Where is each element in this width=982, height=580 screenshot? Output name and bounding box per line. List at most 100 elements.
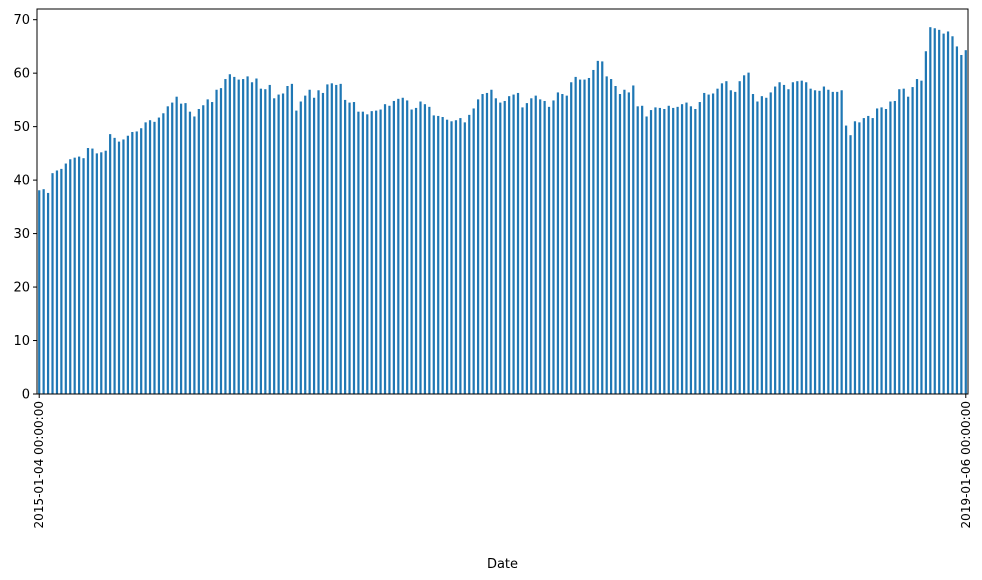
bar (960, 54, 963, 395)
bar (787, 89, 790, 395)
bar (561, 94, 564, 395)
bar (867, 115, 870, 394)
bar (503, 100, 506, 394)
bar (410, 109, 413, 394)
bar (951, 36, 954, 395)
bar (441, 117, 444, 394)
bar (494, 98, 497, 395)
bar (765, 97, 768, 394)
bar (929, 27, 932, 395)
bar (583, 79, 586, 394)
bar (729, 90, 732, 394)
bar (596, 60, 599, 395)
bar (796, 81, 799, 394)
bar (42, 189, 45, 394)
bar (273, 98, 276, 395)
bar (880, 107, 883, 394)
bar (78, 156, 81, 394)
bar (547, 106, 551, 394)
bar (756, 101, 759, 394)
bar (242, 79, 245, 395)
bar (162, 113, 165, 395)
bar (46, 192, 50, 394)
bar (942, 33, 945, 394)
x-tick-label: 2015-01-04 00:00:00 (32, 401, 46, 528)
bar (645, 116, 648, 394)
bar (827, 89, 830, 395)
bar (268, 84, 271, 395)
bar (605, 76, 608, 395)
bar (840, 90, 843, 394)
y-tick-label: 50 (13, 120, 30, 135)
bar (295, 110, 298, 394)
bar (454, 120, 458, 394)
bar (308, 89, 311, 395)
bar (654, 107, 657, 394)
bar (614, 86, 617, 394)
bar (379, 109, 382, 394)
bar (760, 96, 763, 394)
bar (743, 75, 746, 394)
bar (672, 107, 675, 395)
y-tick-label: 40 (13, 174, 30, 189)
bar (277, 94, 280, 394)
bar (126, 135, 129, 395)
bar (574, 76, 577, 394)
bar (924, 51, 927, 395)
bar (711, 93, 715, 395)
bar (117, 141, 121, 394)
bar (109, 134, 112, 395)
bar (534, 95, 537, 394)
bar (920, 80, 923, 395)
bar (211, 102, 214, 394)
bar (955, 46, 959, 395)
bar (499, 102, 502, 394)
bar (703, 92, 706, 394)
x-axis: 2015-01-04 00:00:00 2019-01-06 00:00:00 (32, 394, 973, 528)
bar (450, 121, 453, 394)
bar (357, 111, 360, 395)
y-tick-label: 70 (13, 13, 30, 28)
bar (312, 97, 316, 394)
bar (472, 108, 475, 395)
bar (769, 92, 772, 395)
bar (392, 100, 395, 394)
bar (140, 128, 143, 395)
bar (725, 81, 728, 394)
bar (751, 94, 755, 395)
bar (406, 100, 409, 394)
bar (831, 91, 834, 394)
bar (91, 148, 94, 394)
bar (86, 148, 90, 394)
bar (849, 135, 852, 394)
bar (818, 90, 821, 394)
bar (490, 89, 493, 395)
bar (521, 107, 524, 394)
bar (423, 104, 427, 395)
bar (667, 105, 670, 394)
bar (122, 139, 125, 394)
bar (592, 69, 595, 395)
bar (516, 92, 520, 394)
bar (259, 88, 262, 395)
bar (565, 95, 568, 394)
bar (809, 88, 812, 395)
bar (366, 114, 369, 394)
bar (853, 121, 857, 394)
bar (370, 111, 373, 394)
bar (193, 116, 196, 394)
bar (144, 122, 147, 395)
bar (428, 106, 431, 394)
bar (339, 83, 342, 395)
bar (184, 103, 187, 395)
bar (113, 137, 116, 394)
bar (800, 80, 803, 395)
bar (250, 82, 254, 394)
bar (680, 104, 684, 395)
bar (375, 110, 378, 394)
bar (844, 125, 848, 394)
y-tick-label: 10 (13, 334, 30, 349)
bar (64, 163, 67, 394)
bar (171, 102, 174, 394)
bar (805, 82, 808, 394)
